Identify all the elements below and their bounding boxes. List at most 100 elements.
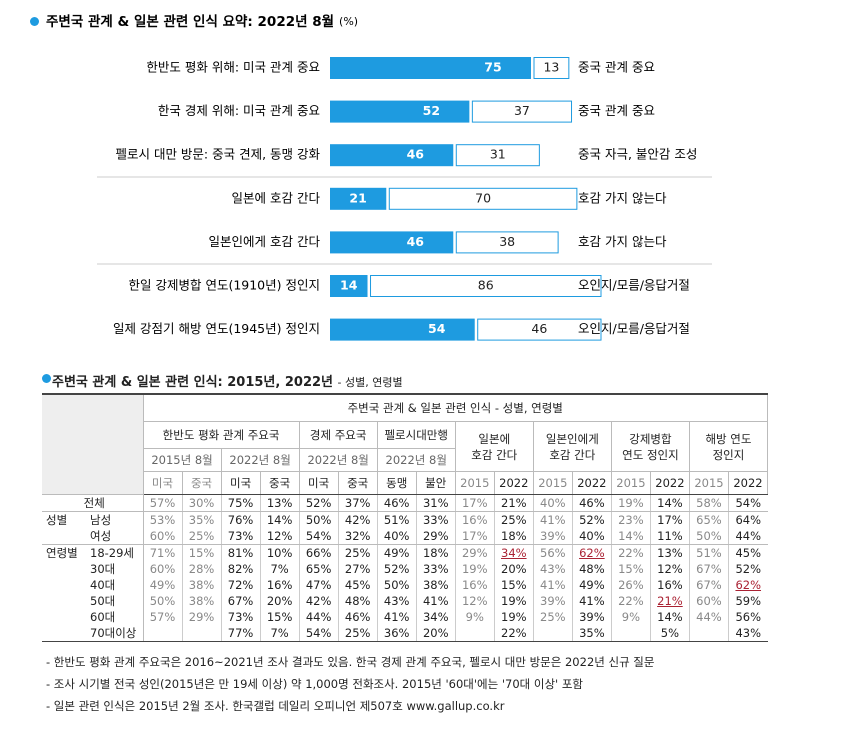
table-cell: 50% [142, 593, 183, 609]
value-label: 86 [478, 278, 494, 293]
table-cell: 22% [610, 593, 651, 609]
table-cell: 42% [298, 593, 339, 609]
column-header: 2015 [610, 471, 651, 495]
table-cell: 50% [688, 528, 729, 545]
bar [477, 318, 602, 341]
table-cell: 72% [220, 577, 261, 593]
table-cell: 32% [337, 528, 378, 545]
table-cell: 62% [571, 544, 612, 561]
table-cell: 14% [610, 528, 651, 545]
column-header: 2022 [727, 471, 769, 495]
table-cell [688, 625, 729, 642]
table-cell: 56% [727, 609, 768, 625]
right-label: 중국 관계 중요 [578, 103, 655, 118]
group-text: 경제 주요국 [309, 428, 367, 442]
table-cell: 27% [337, 561, 378, 577]
table-cell: 39% [532, 593, 573, 609]
table-cell: 16% [259, 577, 300, 593]
table-title: 주변국 관계 & 일본 관련 인식: 2015년, 2022년 - 성별, 연령… [52, 371, 403, 390]
footnote: - 일본 관련 인식은 2015년 2월 조사. 한국갤럽 데일리 오피니언 제… [46, 699, 505, 713]
table-cell: 9% [454, 609, 495, 625]
table-cell: 14% [649, 609, 690, 625]
footnote: - 한반도 평화 관계 주요국은 2016~2021년 조사 결과도 있음. 한… [46, 655, 655, 669]
row-label: 성별 남성 [42, 511, 144, 528]
value-label: 38 [499, 234, 515, 249]
table-cell: 21% [649, 593, 690, 609]
table-cell: 20% [493, 561, 534, 577]
right-label: 호감 가지 않는다 [578, 190, 667, 205]
bullet [30, 17, 39, 26]
table-cell: 73% [220, 609, 261, 625]
table-cell: 35% [181, 511, 222, 528]
table-cell: 22% [610, 544, 651, 561]
column-header: 미국 [298, 471, 339, 495]
table-cell: 16% [454, 577, 495, 593]
table-cell: 51% [376, 511, 417, 528]
footnote: - 조사 시기별 전국 성인(2015년은 만 19세 이상) 약 1,000명… [46, 677, 584, 691]
column-header: 중국 [259, 471, 300, 495]
value-label: 31 [490, 147, 506, 162]
group-text: 연도 정인지 [622, 447, 679, 462]
table-cell: 54% [298, 625, 339, 642]
table-cell: 44% [688, 609, 729, 625]
table-cell: 52% [571, 511, 612, 528]
column-header: 2022 [493, 471, 534, 495]
row-label: 여성 [42, 528, 144, 545]
table-cell: 10% [259, 544, 300, 561]
table-cell: 54% [298, 528, 339, 545]
table-cell: 34% [415, 609, 456, 625]
cell-text: 62% [579, 546, 605, 560]
row-label: 전체 [42, 494, 144, 512]
table-cell: 17% [454, 494, 495, 512]
value-label: 54 [428, 321, 446, 336]
table-cell: 34% [493, 544, 534, 561]
bullet [42, 374, 51, 383]
table-cell: 82% [220, 561, 261, 577]
table-cell: 17% [454, 528, 495, 545]
value-label: 46 [407, 147, 425, 162]
table-cell: 41% [571, 593, 612, 609]
table: 주변국 관계 & 일본 관련 인식 - 성별, 연령별 한반도 평화 관계 주요… [42, 393, 769, 642]
table-cell: 65% [688, 511, 729, 528]
table-cell: 19% [493, 609, 534, 625]
table-row: 전체 57% 30% 75% 13% 52% 37% 46% 31% 17% 21% 40% 46% 19… [42, 494, 768, 512]
bar [388, 187, 578, 210]
group-text: 일본에 [478, 431, 511, 446]
group-text: 일본인에게 [545, 431, 599, 446]
table-cell: 20% [415, 625, 456, 642]
table-row: 40대 49% 38% 72% 16% 47% 45% 50% 38% 16% 15% 41% 49% 2… [42, 577, 768, 593]
column-header: 2015 [688, 471, 729, 495]
column-header: 미국 [220, 471, 261, 495]
group-text: 강제병합 [629, 431, 672, 446]
right-label: 중국 관계 중요 [578, 60, 655, 75]
row-label: 한일 강제병합 연도(1910년) 정인지 [129, 278, 321, 293]
right-label: 중국 자극, 불안감 조성 [578, 147, 697, 162]
row-label: 일제 강점기 해방 연도(1945년) 정인지 [113, 321, 320, 336]
period-header: 2015년 8월 [142, 448, 222, 472]
table-cell: 20% [259, 593, 300, 609]
group-header: 일본인에게 호감 간다 [532, 421, 612, 472]
table-cell: 19% [493, 593, 534, 609]
table-cell: 54% [727, 494, 768, 512]
bar [455, 144, 540, 167]
table-cell: 33% [415, 561, 456, 577]
table-row: 70대이상 77% 7% 54% 25% 36% 20% 22% 35% 5% 43% [42, 625, 768, 642]
table-cell: 67% [688, 561, 729, 577]
cell-text: 21% [657, 594, 683, 608]
table-cell: 37% [337, 494, 378, 512]
table-cell: 41% [376, 609, 417, 625]
column-header: 중국 [337, 471, 378, 495]
table-cell: 56% [532, 544, 573, 561]
table-cell: 52% [376, 561, 417, 577]
chart: 주변국 관계 & 일본 관련 인식 요약: 2022년 8월 (%) 한반도 평화… [46, 13, 712, 341]
row-label: 50대 [42, 593, 144, 609]
row-name: 60대 [90, 610, 116, 624]
table-row: 60대 57% 29% 73% 15% 44% 46% 41% 34% 9% 19% 25% 39% 9%… [42, 609, 768, 625]
table-cell: 40% [376, 528, 417, 545]
group-header: 한반도 평화 관계 주요국 [142, 421, 300, 449]
table-cell: 38% [181, 577, 222, 593]
column-header: 2022 [571, 471, 612, 495]
table-cell: 44% [298, 609, 339, 625]
table-cell: 58% [688, 494, 729, 512]
table-cell: 49% [571, 577, 612, 593]
